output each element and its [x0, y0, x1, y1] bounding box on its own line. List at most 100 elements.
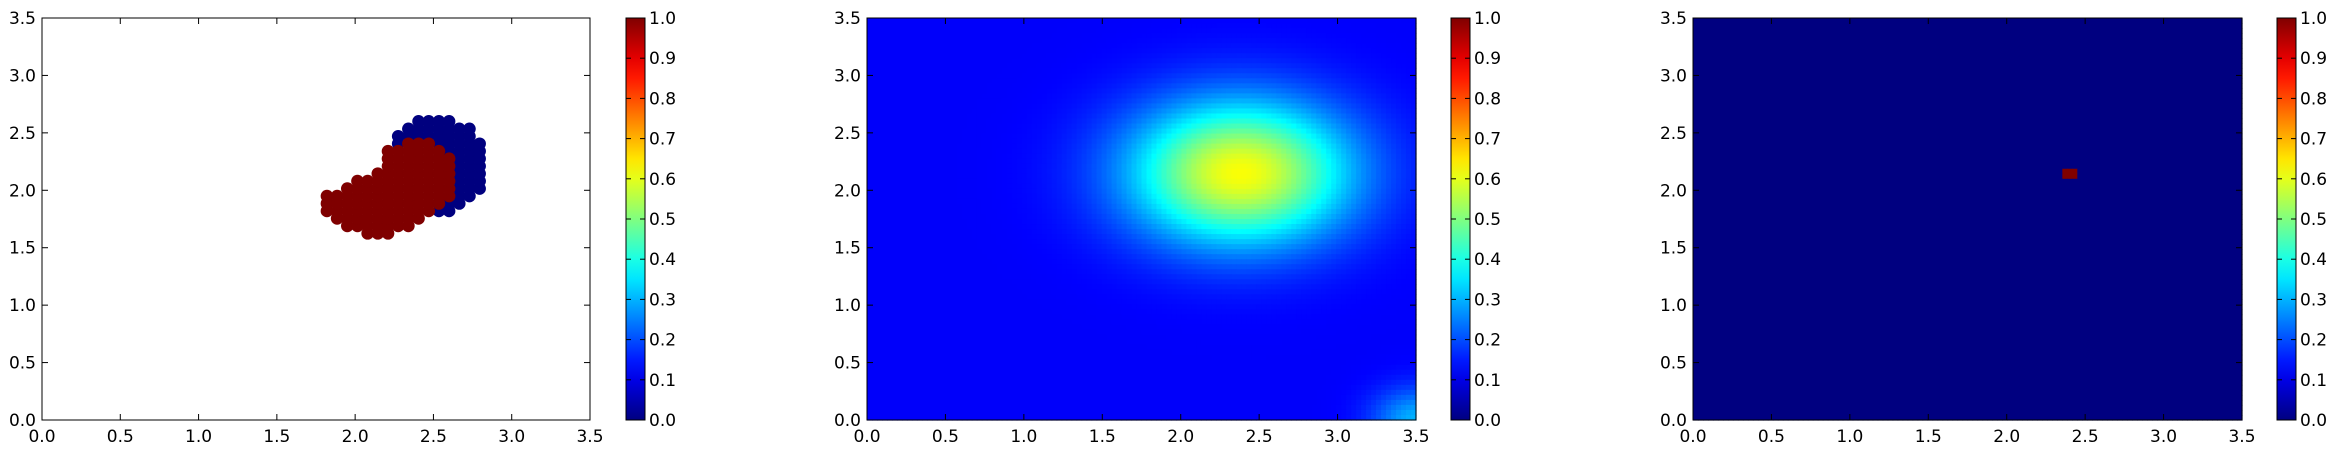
heatmap-cell — [1356, 138, 1362, 145]
heatmap-cell — [1136, 48, 1143, 54]
heatmap-cell — [1371, 33, 1377, 39]
heatmap-cell — [1236, 148, 1242, 155]
heatmap-cell — [1176, 98, 1183, 105]
heatmap-cell — [986, 213, 993, 220]
heatmap-cell — [986, 23, 993, 29]
heatmap-cell — [916, 48, 923, 54]
heatmap-cell — [1231, 188, 1237, 195]
heatmap-cell — [1086, 138, 1093, 145]
heatmap-cell — [1066, 143, 1073, 150]
heatmap-cell — [1141, 183, 1148, 190]
heatmap-cell — [1006, 73, 1013, 79]
heatmap-cell — [1201, 143, 1207, 150]
heatmap-cell — [1181, 168, 1188, 175]
heatmap-cell — [906, 113, 913, 120]
heatmap-cell — [1256, 229, 1262, 235]
heatmap-cell — [1081, 133, 1088, 140]
heatmap-cell — [1021, 68, 1028, 74]
heatmap-cell — [986, 219, 993, 225]
heatmap-cell — [867, 48, 873, 54]
heatmap-cell — [1166, 133, 1173, 140]
heatmap-cell — [1401, 188, 1407, 195]
heatmap-cell — [1026, 33, 1033, 39]
heatmap-cell — [891, 38, 898, 44]
heatmap-cell — [936, 38, 943, 44]
heatmap-cell — [1391, 148, 1397, 155]
heatmap-cell — [1176, 78, 1183, 84]
heatmap-cell — [896, 133, 903, 140]
heatmap-cell — [886, 133, 893, 140]
heatmap-cell — [986, 118, 993, 125]
heatmap-cell — [1026, 163, 1033, 170]
heatmap-cell — [1376, 208, 1382, 215]
heatmap-cell — [1041, 88, 1048, 94]
heatmap-cell — [1131, 18, 1138, 24]
heatmap-cell — [1241, 168, 1247, 175]
heatmap-cell — [876, 128, 883, 135]
heatmap-cell — [1341, 193, 1347, 200]
heatmap-cell — [1411, 68, 1417, 74]
heatmap-cell — [1331, 103, 1337, 110]
heatmap-cell — [1226, 108, 1232, 115]
heatmap-cell — [867, 118, 873, 125]
heatmap-cell — [1006, 123, 1013, 130]
heatmap-cell — [1111, 43, 1118, 49]
heatmap-cell — [956, 33, 963, 39]
heatmap-cell — [1021, 148, 1028, 155]
heatmap-cell — [1366, 88, 1372, 94]
heatmap-cell — [1266, 193, 1272, 200]
heatmap-cell — [991, 193, 998, 200]
heatmap-cell — [1016, 168, 1023, 175]
heatmap-cell — [981, 183, 988, 190]
heatmap-cell — [986, 108, 993, 115]
heatmap-cell — [936, 143, 943, 150]
heatmap-cell — [1326, 58, 1332, 64]
heatmap-cell — [976, 173, 983, 180]
heatmap-cell — [1171, 118, 1178, 125]
heatmap-cell — [1191, 108, 1197, 115]
heatmap-cell — [1006, 198, 1013, 205]
heatmap-cell — [1221, 203, 1227, 210]
heatmap-cell — [931, 128, 938, 135]
heatmap-cell — [961, 113, 968, 120]
heatmap-cell — [876, 168, 883, 175]
heatmap-cell — [931, 63, 938, 69]
heatmap-cell — [901, 219, 908, 225]
heatmap-cell — [1406, 43, 1412, 49]
heatmap-cell — [1171, 128, 1178, 135]
heatmap-cell — [901, 68, 908, 74]
heatmap-cell — [1066, 78, 1073, 84]
heatmap-cell — [1066, 163, 1073, 170]
heatmap-cell — [1241, 123, 1247, 130]
heatmap-cell — [1226, 53, 1232, 59]
heatmap-cell — [1216, 153, 1222, 160]
heatmap-cell — [956, 133, 963, 140]
heatmap-cell — [976, 168, 983, 175]
heatmap-cell — [1361, 48, 1367, 54]
heatmap-cell — [1321, 83, 1327, 89]
heatmap-cell — [1361, 113, 1367, 120]
heatmap-cell — [1016, 38, 1023, 44]
heatmap-cell — [921, 33, 928, 39]
heatmap-cell — [1216, 28, 1222, 34]
heatmap-cell — [1096, 43, 1103, 49]
heatmap-cell — [1286, 88, 1292, 94]
heatmap-cell — [1066, 148, 1073, 155]
heatmap-cell — [1381, 93, 1387, 99]
heatmap-cell — [1241, 128, 1247, 135]
heatmap-cell — [1106, 23, 1113, 29]
heatmap-cell — [1246, 138, 1252, 145]
heatmap-cell — [966, 143, 973, 150]
heatmap-cell — [1296, 123, 1302, 130]
heatmap-cell — [1401, 128, 1407, 135]
heatmap-cell — [1291, 183, 1297, 190]
heatmap-cell — [1156, 198, 1163, 205]
heatmap-cell — [1401, 219, 1407, 225]
heatmap-cell — [1151, 153, 1158, 160]
heatmap-cell — [1266, 43, 1272, 49]
heatmap-cell — [1081, 153, 1088, 160]
heatmap-cell — [996, 53, 1003, 59]
heatmap-cell — [1216, 138, 1222, 145]
heatmap-cell — [1166, 178, 1173, 185]
heatmap-cell — [1271, 78, 1277, 84]
